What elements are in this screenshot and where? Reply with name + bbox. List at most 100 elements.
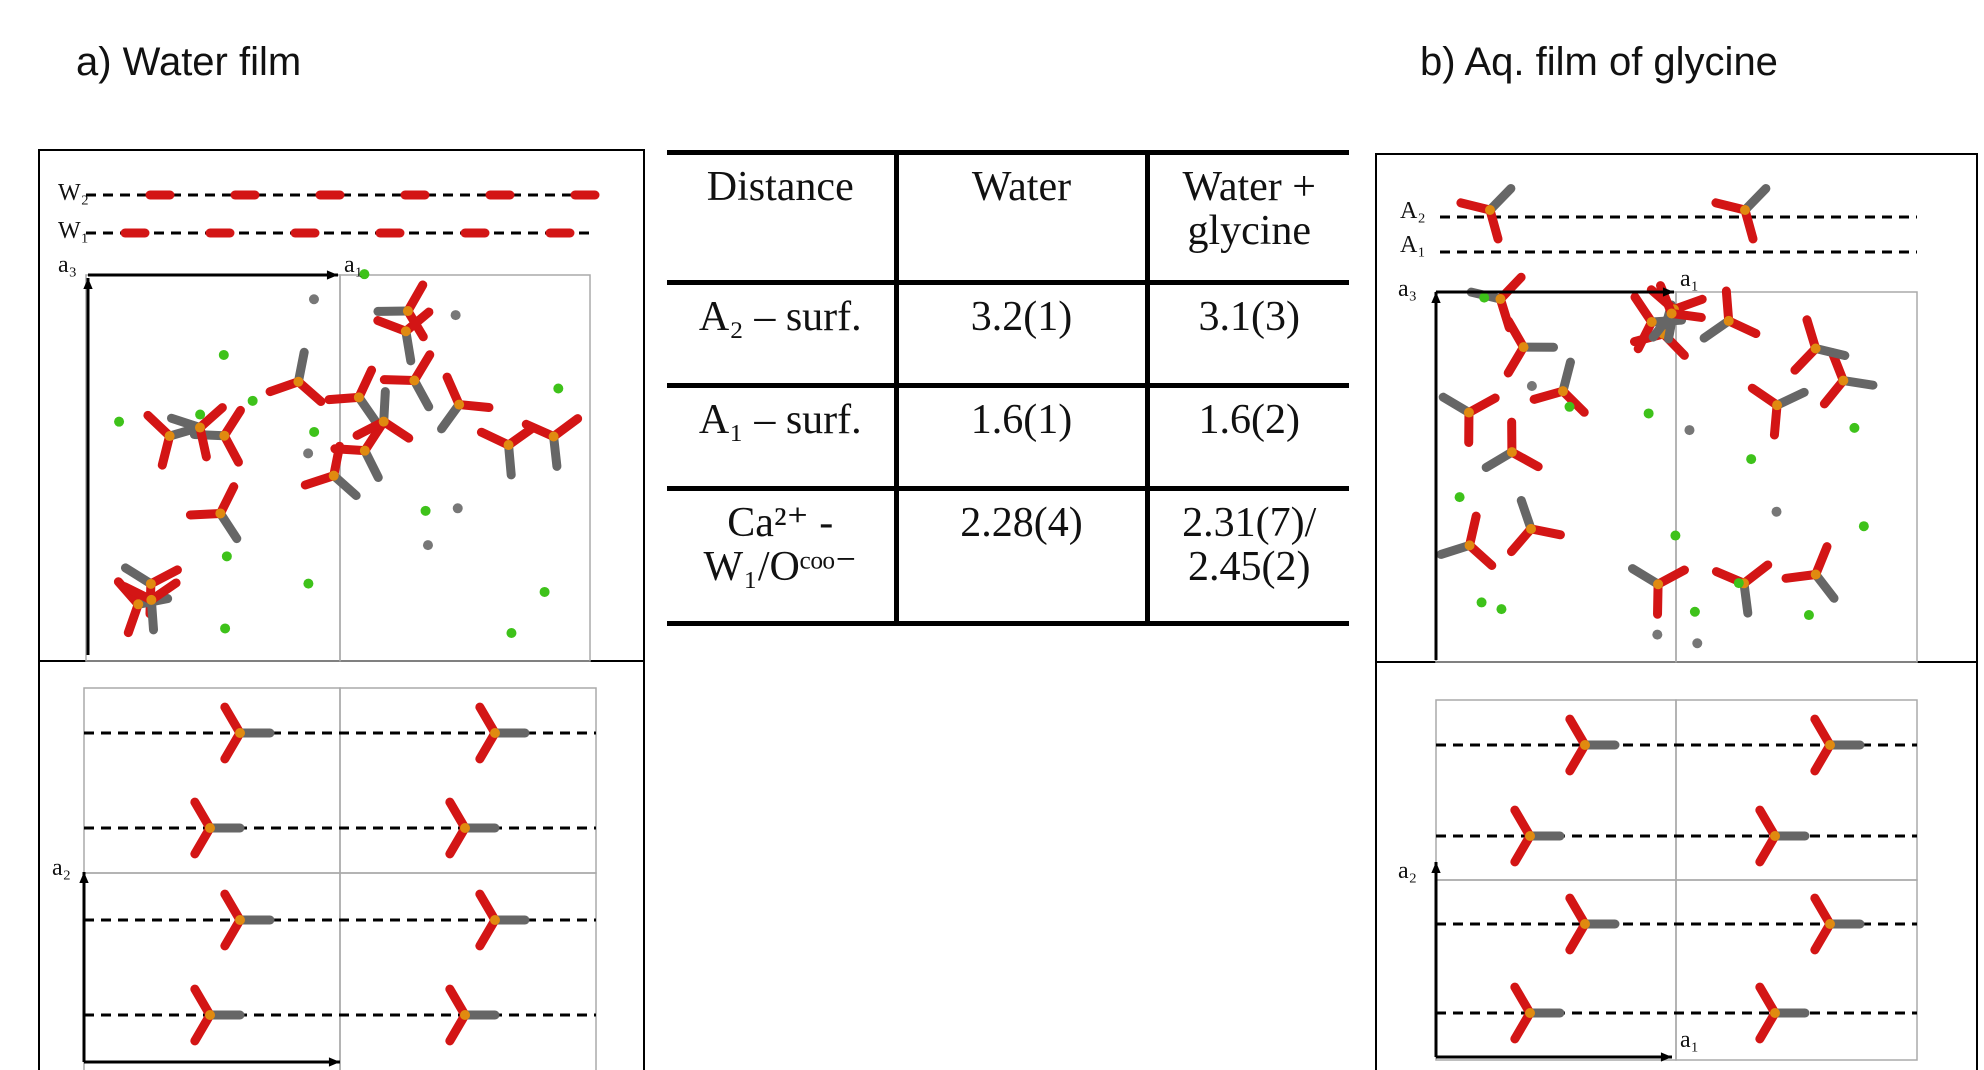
atom xyxy=(1772,400,1782,410)
atom xyxy=(460,823,470,833)
atom xyxy=(454,400,464,410)
atom xyxy=(1653,579,1663,589)
atom xyxy=(423,540,433,550)
atom xyxy=(1527,381,1537,391)
unit-cell xyxy=(84,873,340,1070)
atom xyxy=(490,728,500,738)
atom xyxy=(1565,402,1575,412)
atom xyxy=(303,579,313,589)
atom xyxy=(409,375,419,385)
unit-cell xyxy=(1676,880,1917,1060)
atom xyxy=(235,915,245,925)
table-cell: 2.31(7)/ 2.45(2) xyxy=(1147,489,1349,624)
atom xyxy=(1692,638,1702,648)
atom xyxy=(1825,919,1835,929)
atom xyxy=(1580,919,1590,929)
atom xyxy=(293,377,303,387)
atom xyxy=(504,440,514,450)
atom xyxy=(1644,408,1654,418)
atom xyxy=(1670,531,1680,541)
atom xyxy=(549,432,559,442)
table-row: DistanceWaterWater + glycine xyxy=(667,153,1349,283)
unit-cell xyxy=(1676,292,1917,662)
table-row: A₂ – surf.3.2(1)3.1(3) xyxy=(667,283,1349,386)
atom xyxy=(1495,294,1505,304)
atom xyxy=(1770,831,1780,841)
atom xyxy=(1825,740,1835,750)
atom xyxy=(460,1010,470,1020)
atom xyxy=(1558,386,1568,396)
atom xyxy=(379,417,389,427)
table-row: A₁ – surf.1.6(1)1.6(2) xyxy=(667,386,1349,489)
arrowhead xyxy=(1431,292,1440,303)
arrowhead xyxy=(1431,862,1440,873)
atom xyxy=(222,551,232,561)
atom xyxy=(195,423,205,433)
axis-label: A₁ xyxy=(1400,232,1426,258)
panel-frame xyxy=(39,661,644,1070)
atom xyxy=(1734,578,1744,588)
atom xyxy=(1526,524,1536,534)
table-cell: 1.6(1) xyxy=(896,386,1147,489)
arrowhead xyxy=(327,270,338,279)
atom xyxy=(133,599,143,609)
atom xyxy=(1724,316,1734,326)
atom xyxy=(1485,205,1495,215)
axis-label: W₁ xyxy=(58,218,89,244)
atom xyxy=(1772,507,1782,517)
atom xyxy=(1746,454,1756,464)
atom xyxy=(506,628,516,638)
unit-cell xyxy=(1676,700,1917,880)
atom xyxy=(1684,425,1694,435)
atom xyxy=(235,728,245,738)
unit-cell xyxy=(1436,880,1676,1060)
atom xyxy=(451,310,461,320)
atom xyxy=(1507,447,1517,457)
axis-label: a₃ xyxy=(58,252,77,278)
atom xyxy=(220,623,230,633)
table-cell: Water xyxy=(896,153,1147,283)
atom xyxy=(1479,293,1489,303)
unit-cell xyxy=(86,275,340,661)
table-cell: 3.2(1) xyxy=(896,283,1147,386)
axis-label: W₂ xyxy=(58,180,89,206)
atom xyxy=(205,1010,215,1020)
atom xyxy=(146,595,156,605)
atom xyxy=(403,306,413,316)
axis-label: a₁ xyxy=(1680,266,1699,292)
page: a) Water film b) Aq. film of glycine W₂W… xyxy=(0,0,1984,1070)
unit-cell xyxy=(340,688,596,873)
axis-label: a₃ xyxy=(1398,276,1417,302)
arrowhead xyxy=(83,278,92,289)
atom xyxy=(354,392,364,402)
atom xyxy=(329,471,339,481)
atom xyxy=(1811,344,1821,354)
atom xyxy=(146,579,156,589)
atom xyxy=(219,350,229,360)
atom xyxy=(553,383,563,393)
atom xyxy=(1811,569,1821,579)
axis-label: a₁ xyxy=(1680,1027,1699,1053)
atom xyxy=(1580,740,1590,750)
atom xyxy=(1859,521,1869,531)
table-cell: 1.6(2) xyxy=(1147,386,1349,489)
unit-cell xyxy=(84,688,340,873)
atom xyxy=(195,410,205,420)
table-cell: A₁ – surf. xyxy=(667,386,896,489)
atom xyxy=(1838,376,1848,386)
unit-cell xyxy=(340,873,596,1070)
atom xyxy=(1525,1008,1535,1018)
table-cell: Distance xyxy=(667,153,896,283)
atom xyxy=(219,431,229,441)
atom xyxy=(1496,604,1506,614)
atom xyxy=(205,823,215,833)
atom xyxy=(1455,492,1465,502)
atom xyxy=(1647,317,1657,327)
axis-label: a₂ xyxy=(52,855,71,881)
arrowhead xyxy=(329,1057,340,1066)
atom xyxy=(1770,1008,1780,1018)
atom xyxy=(1667,308,1677,318)
atom xyxy=(303,448,313,458)
atom xyxy=(1690,607,1700,617)
atom xyxy=(540,587,550,597)
